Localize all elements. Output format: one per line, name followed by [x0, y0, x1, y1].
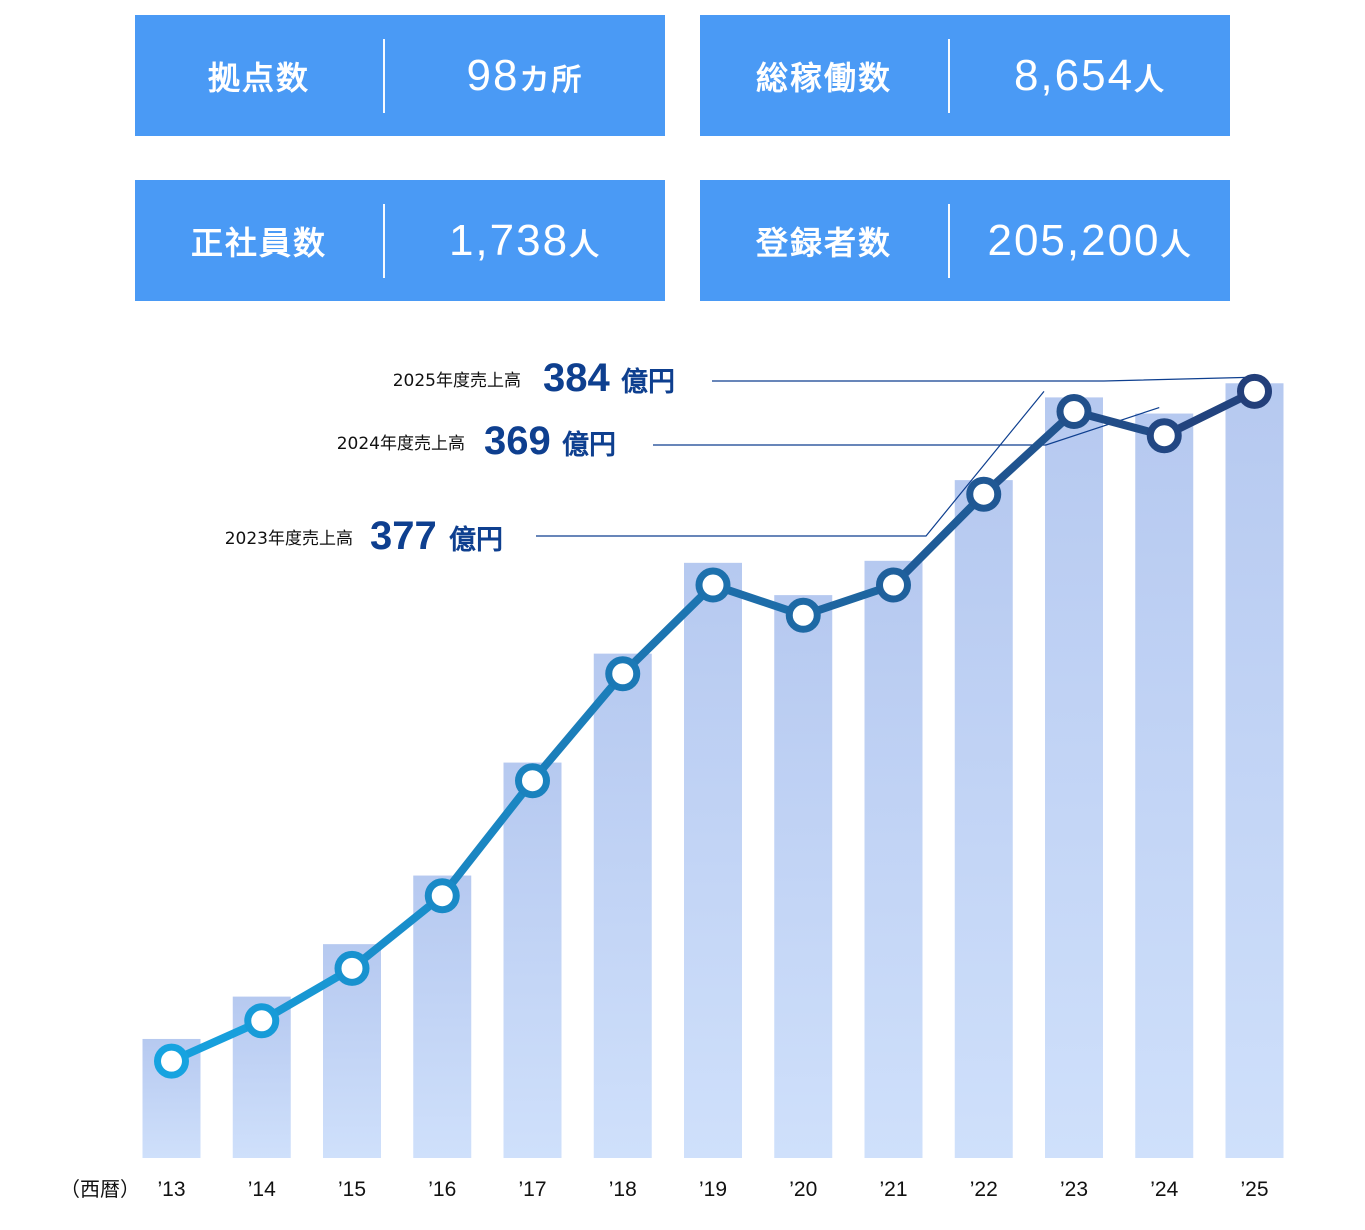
stat-unit: 人 [1134, 62, 1167, 98]
line-point-5 [605, 656, 641, 692]
line-point-9 [966, 476, 1002, 512]
x-axis-ticks: （西暦） ’13 ’14 ’15 ’16 ’17 ’18 ’19 ’20 ’21 ’22 ’23 ’24… [60, 1177, 1269, 1201]
callout-leader-2 [536, 391, 1045, 537]
stat-label: 拠点数 [207, 58, 310, 97]
callout-leader-0 [712, 376, 1253, 382]
callout-label-0: 2025年度売上高 [393, 371, 521, 391]
stat-number: 8,654 [1013, 50, 1135, 100]
x-tick-10: ’23 [1060, 1178, 1088, 1201]
stat-number: 98 [466, 50, 520, 100]
line-segment-9 [979, 407, 1078, 499]
callout-unit-1: 億円 [562, 430, 616, 461]
stat-divider [948, 38, 950, 113]
x-tick-11: ’24 [1150, 1178, 1178, 1201]
x-tick-9: ’22 [970, 1178, 998, 1201]
points-layer [154, 373, 1272, 1079]
callout-unit-2: 億円 [449, 525, 503, 556]
line-point-1 [244, 1003, 280, 1039]
x-tick-0: ’13 [157, 1178, 185, 1201]
line-point-2 [334, 950, 370, 986]
callout-unit-0: 億円 [621, 367, 675, 398]
x-tick-5: ’18 [609, 1178, 637, 1201]
callout-leaders-layer [536, 376, 1253, 537]
stat-divider [383, 203, 385, 278]
bar-5 [593, 653, 652, 1158]
x-tick-1: ’14 [248, 1178, 276, 1201]
line-point-12 [1237, 373, 1272, 409]
line-segment-4 [528, 669, 627, 785]
callout-value-0: 384 [543, 356, 610, 400]
stat-value: 1,738人 [385, 216, 665, 266]
bar-8 [864, 560, 923, 1158]
x-tick-7: ’20 [789, 1178, 817, 1201]
bar-11 [1135, 413, 1194, 1159]
x-tick-12: ’25 [1240, 1178, 1268, 1201]
bar-7 [774, 595, 833, 1158]
stat-divider [383, 38, 385, 113]
line-point-11 [1146, 418, 1182, 454]
line-point-8 [876, 567, 911, 603]
x-tick-4: ’17 [518, 1178, 546, 1201]
stat-box-locations: 拠点数 98カ所 [135, 15, 665, 136]
callout-value-2: 377 [370, 514, 437, 558]
line-segment-3 [438, 776, 537, 900]
x-tick-6: ’19 [699, 1178, 727, 1201]
x-tick-8: ’21 [879, 1178, 907, 1201]
line-point-0 [154, 1043, 189, 1079]
bar-3 [413, 875, 472, 1158]
callout-label-1: 2024年度売上高 [337, 434, 465, 454]
bars-layer [142, 383, 1284, 1159]
stat-label: 総稼働数 [755, 58, 892, 97]
stat-label: 正社員数 [190, 223, 327, 262]
x-tick-2: ’15 [338, 1178, 366, 1201]
stat-box-total-workers: 総稼働数 8,654人 [700, 15, 1230, 136]
line-point-4 [515, 763, 550, 799]
callout-leader-1 [653, 406, 1160, 446]
bar-4 [503, 762, 562, 1158]
stat-value: 205,200人 [950, 216, 1230, 266]
line-point-3 [424, 878, 460, 914]
line-segment-2 [348, 891, 447, 973]
stat-label: 登録者数 [755, 223, 892, 262]
bar-12 [1225, 383, 1284, 1158]
stat-unit: 人 [1160, 227, 1193, 263]
x-axis-prefix: （西暦） [60, 1177, 140, 1201]
line-point-6 [695, 567, 731, 603]
x-tick-3: ’16 [428, 1178, 456, 1201]
line-point-10 [1056, 394, 1092, 430]
line-segment-8 [889, 490, 988, 590]
stat-divider [948, 203, 950, 278]
stat-value: 98カ所 [385, 51, 665, 101]
bar-10 [1045, 397, 1103, 1159]
stat-unit: 人 [569, 227, 602, 263]
stat-box-employees: 正社員数 1,738人 [135, 180, 665, 301]
callout-label-2: 2023年度売上高 [225, 529, 353, 549]
callout-value-1: 369 [484, 419, 551, 463]
bar-9 [954, 480, 1013, 1158]
callouts-layer: 2025年度売上高 384 億円 2024年度売上高 369 億円 2023年度売上高 377… [225, 356, 675, 558]
stat-value: 8,654人 [950, 51, 1230, 101]
stat-box-registrants: 登録者数 205,200人 [700, 180, 1230, 301]
bar-6 [684, 562, 742, 1158]
stat-number: 1,738 [448, 215, 570, 265]
stat-number: 205,200 [987, 215, 1161, 265]
line-segment-5 [618, 581, 717, 678]
line-point-7 [785, 597, 821, 633]
stat-unit: カ所 [519, 62, 584, 98]
